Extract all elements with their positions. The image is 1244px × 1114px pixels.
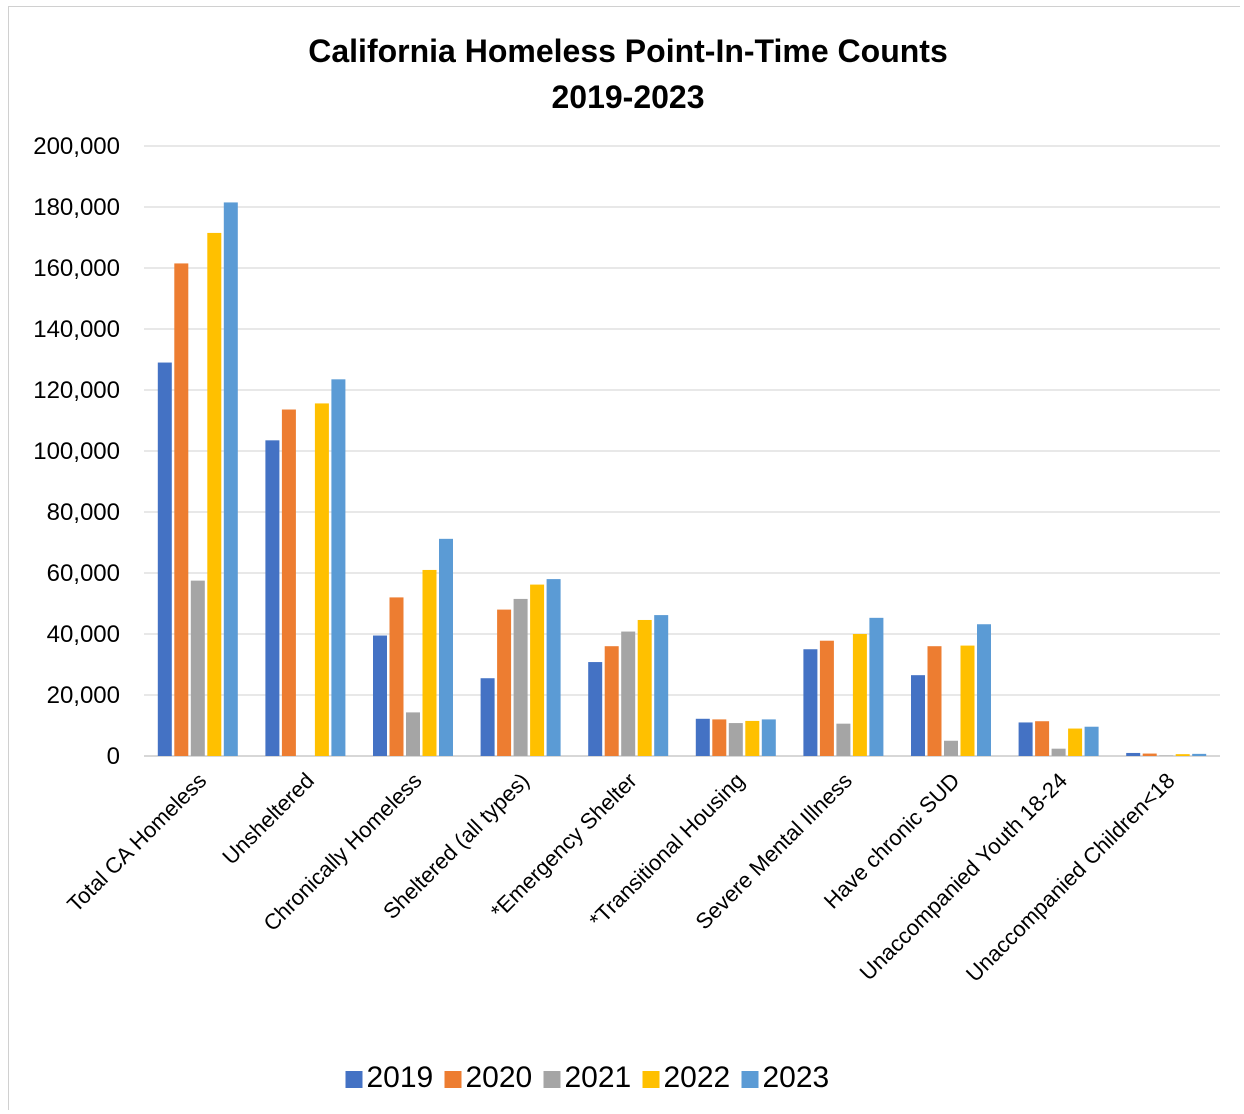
chart-title: California Homeless Point-In-Time Counts… [308,33,947,115]
bar [1035,721,1050,756]
bar [265,440,280,756]
bar [712,719,727,756]
bars [157,202,1207,757]
chart-title-line: 2019-2023 [551,79,704,115]
bar [546,579,561,756]
bar [621,631,636,756]
bar [604,646,619,756]
bar [977,624,991,756]
bar [944,740,958,756]
bar [803,649,818,756]
legend-swatch [741,1071,759,1088]
bar [513,598,528,756]
bar [281,409,296,756]
bar [174,263,189,756]
legend-label: 2020 [466,1061,533,1094]
bar [223,202,238,757]
bar [480,678,495,756]
bar [497,609,512,756]
y-tick-label: 60,000 [47,560,120,587]
bar [836,723,851,756]
y-tick-label: 120,000 [33,377,120,404]
bar [422,569,437,756]
bar [852,634,867,756]
bar [588,662,603,756]
bar [911,675,925,756]
bar [1159,755,1174,756]
legend-swatch [345,1071,363,1088]
bar [389,597,404,756]
bar [373,635,387,756]
bar [1051,748,1066,756]
legend-swatch [543,1071,561,1088]
y-tick-label: 40,000 [47,621,120,648]
legend-label: 2022 [664,1061,731,1094]
bar [157,362,172,756]
bar [1068,728,1083,756]
bar [207,232,222,757]
y-tick-label: 20,000 [47,682,120,709]
y-tick-label: 160,000 [33,255,120,282]
x-tick-label: Unaccompanied Children<18 [961,768,1180,987]
x-tick-label: Unsheltered [217,768,319,870]
x-axis-tick-labels: Total CA Homeless UnshelteredChronically … [62,768,1180,987]
bar [819,640,834,756]
y-tick-label: 80,000 [47,499,120,526]
x-tick-label: Unaccompanied Youth 18-24 [855,768,1072,985]
y-tick-label: 100,000 [33,438,120,465]
bar [761,719,776,756]
legend: 2019 2020 2021 2022 2023 [345,1061,830,1094]
bar [1126,752,1141,756]
bar [331,379,346,756]
legend-swatch [642,1071,660,1088]
bar [745,720,760,756]
bar [314,403,329,756]
legend-label: 2021 [565,1061,632,1094]
y-axis-tick-labels: 0 20,000 40,000 60,000 80,000 100,000 120,000 1… [33,133,120,770]
bar [1192,753,1207,756]
bar [960,645,975,756]
bar [1142,753,1157,756]
gridlines [144,145,1220,757]
bar [654,615,669,756]
bar [1018,722,1033,756]
x-tick-label: Total CA Homeless [62,768,211,917]
bar [728,723,743,756]
bar [695,718,710,756]
y-tick-label: 180,000 [33,194,120,221]
bar [637,619,652,756]
bar [1084,726,1099,756]
y-tick-label: 140,000 [33,316,120,343]
legend-swatch [444,1071,462,1088]
bar [869,617,884,756]
bar [190,580,205,756]
chart-frame [8,6,1240,1110]
legend-label: 2019 [367,1061,434,1094]
y-tick-label: 200,000 [33,133,120,160]
bar [1175,754,1190,756]
chart-title-line: California Homeless Point-In-Time Counts [308,33,947,69]
bar [530,584,545,756]
bar [406,712,420,756]
bar [927,646,942,756]
legend-label: 2023 [763,1061,830,1094]
y-tick-label: 0 [107,743,120,770]
bar [439,538,453,756]
